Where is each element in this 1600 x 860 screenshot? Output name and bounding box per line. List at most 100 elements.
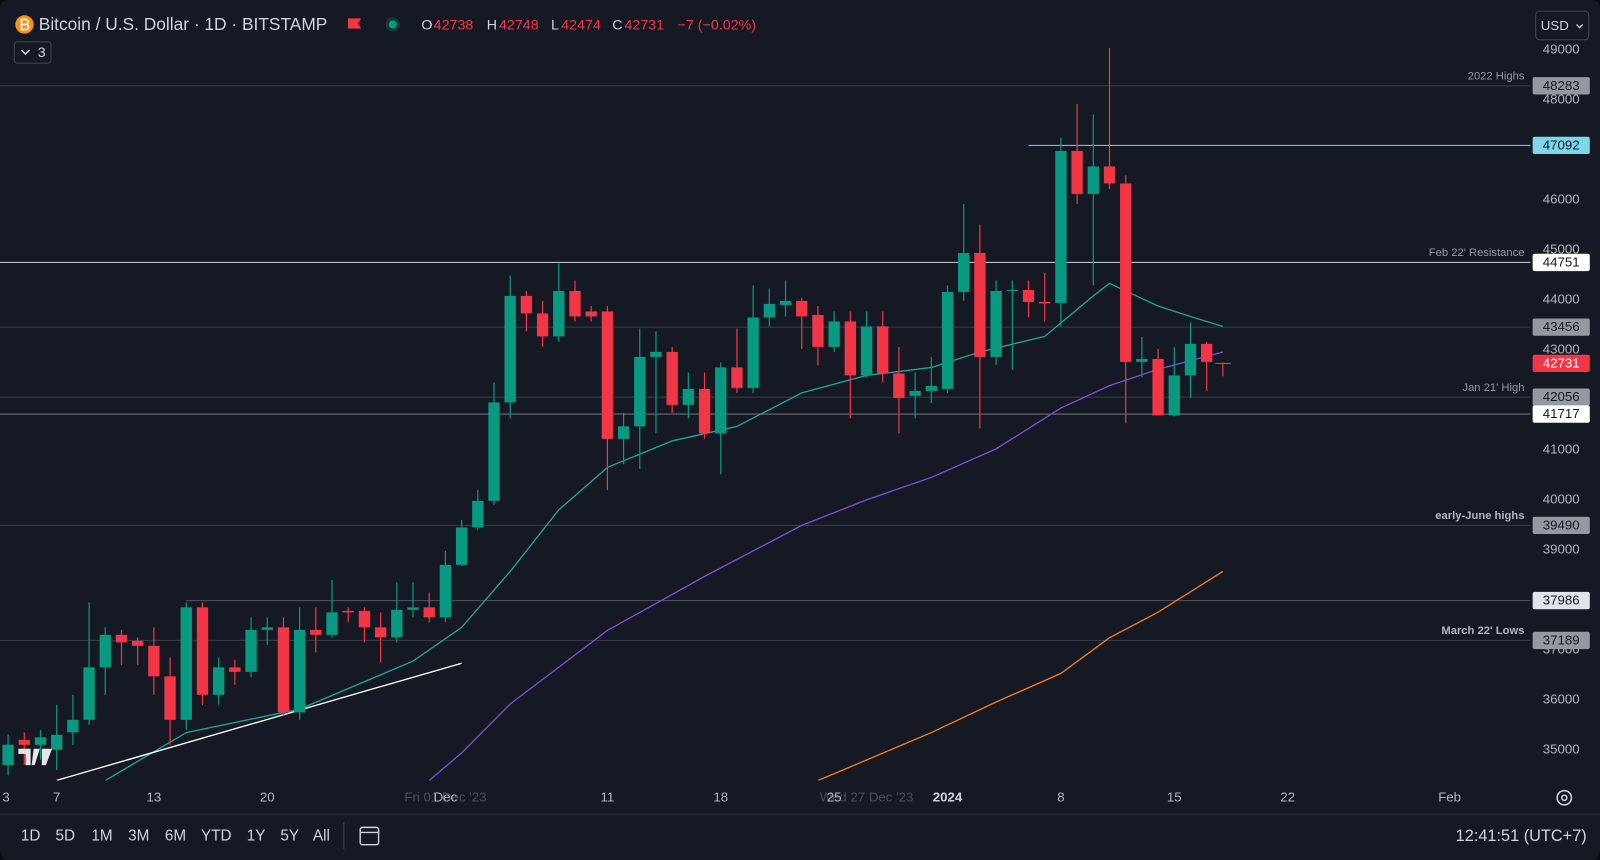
candle-body: [553, 290, 565, 337]
flag-icon[interactable]: [347, 18, 362, 29]
y-tick-label: 45000: [1543, 241, 1580, 256]
ohlc-letter: O: [421, 17, 432, 33]
candle-body: [860, 326, 873, 376]
candle-body: [1071, 150, 1083, 194]
header: Bitcoin / U.S. Dollar · 1D · BITSTAMP O …: [13, 10, 1590, 64]
candle-body: [601, 311, 614, 439]
candle-body: [698, 388, 711, 434]
ohlc-letter: H: [487, 17, 497, 33]
x-tick-label: 15: [1167, 789, 1182, 804]
level-note: Jan 21' High: [1462, 382, 1524, 394]
candle-body: [99, 634, 111, 668]
price-tag: [1532, 136, 1590, 155]
candle-body: [229, 667, 241, 672]
calendar-frame[interactable]: [359, 826, 380, 846]
y-tick-label: 46000: [1543, 191, 1580, 206]
candle-body: [779, 300, 792, 305]
candle-body: [293, 629, 306, 713]
range-button[interactable]: 1Y: [247, 828, 266, 845]
candle-body: [666, 351, 678, 405]
x-tick-label: 11: [601, 789, 615, 804]
candle-body: [747, 317, 759, 388]
candle-body: [391, 609, 403, 638]
candle-body: [990, 290, 1002, 357]
candle-body: [925, 385, 937, 391]
candle-body: [585, 311, 597, 317]
ohlc-value: 42474: [561, 17, 601, 33]
gear[interactable]: [1556, 789, 1573, 806]
candle-body: [1168, 375, 1180, 416]
candle-body: [1184, 343, 1197, 376]
current-price-tag: [1532, 354, 1590, 373]
y-tick-label: 35000: [1543, 741, 1580, 756]
price-tag: [1532, 631, 1590, 650]
x-tick-label: 25: [827, 789, 842, 804]
range-button[interactable]: 5Y: [280, 828, 299, 845]
candle-body: [974, 252, 986, 357]
price-tag: [1532, 388, 1590, 406]
candle-body: [164, 676, 176, 720]
crosshair-label: Fri 01 Dec '23: [404, 789, 486, 804]
y-tick-label: 49000: [1543, 41, 1580, 56]
level-note: March 22' Lows: [1441, 625, 1524, 637]
range-button[interactable]: 3M: [128, 828, 149, 845]
candle-body: [682, 388, 695, 405]
candle-body: [731, 367, 743, 388]
range-button[interactable]: 5D: [56, 828, 76, 845]
candle-body: [358, 610, 371, 628]
series-line: [104, 282, 1224, 781]
candle-body: [439, 564, 452, 618]
logo-shape: [18, 748, 53, 766]
range-button[interactable]: All: [313, 828, 330, 845]
candle-body: [715, 367, 727, 434]
x-tick-label: 13: [146, 789, 161, 804]
candle-body: [504, 295, 516, 403]
range-button[interactable]: 6M: [165, 828, 186, 845]
settings[interactable]: [1556, 789, 1573, 806]
candle-body: [828, 321, 840, 347]
level-note: early-June highs: [1435, 510, 1524, 522]
candle-body: [245, 629, 257, 672]
candle-body: [634, 356, 646, 427]
candle-body: [472, 500, 484, 528]
plot-area: [0, 47, 1531, 781]
y-tick-label: 40000: [1543, 491, 1580, 506]
range-button[interactable]: 1D: [21, 828, 41, 845]
candle-body: [455, 527, 468, 565]
toolbar: 12:41:51 (UTC+7) 1D 5D 1M 3M 6M YTD 1Y 5Y All: [21, 822, 1587, 849]
price-tag-label: 44751: [1543, 254, 1580, 269]
candle-body: [423, 607, 435, 618]
price-tag-label: 41717: [1543, 406, 1580, 421]
candle-body: [520, 295, 533, 314]
y-tick-label: 41000: [1543, 441, 1580, 456]
price-tag: [1532, 516, 1590, 535]
range-button[interactable]: 1M: [91, 828, 112, 845]
level-note: Feb 22' Resistance: [1429, 247, 1525, 259]
indicators-toggle[interactable]: [13, 41, 52, 64]
price-tag-label: 47092: [1543, 137, 1580, 152]
x-tick-label: 8: [1057, 789, 1064, 804]
candle-body: [796, 300, 808, 317]
candle-body: [617, 426, 630, 439]
candle-body: [650, 351, 662, 357]
calendar-icon[interactable]: [359, 826, 380, 846]
candle-body: [51, 734, 63, 750]
level-note: 2022 Highs: [1468, 71, 1525, 83]
series-line: [817, 570, 1224, 781]
candle-body: [844, 321, 857, 376]
ohlc-letter: L: [551, 17, 559, 33]
y-tick-label: 44000: [1543, 291, 1580, 306]
currency-button[interactable]: [1535, 10, 1590, 41]
gear-hub: [1560, 794, 1568, 802]
price-tags: 48283 47092 44751 43456 42056 41717 39490 37986…: [1532, 77, 1590, 650]
series-line: [56, 662, 462, 781]
y-tick-label: 43000: [1543, 341, 1580, 356]
coin-glyph: [20, 18, 30, 31]
candle-body: [1022, 289, 1035, 302]
candle-body: [812, 314, 824, 347]
range-button[interactable]: YTD: [201, 828, 232, 845]
price-tag-label: 42056: [1543, 389, 1580, 404]
